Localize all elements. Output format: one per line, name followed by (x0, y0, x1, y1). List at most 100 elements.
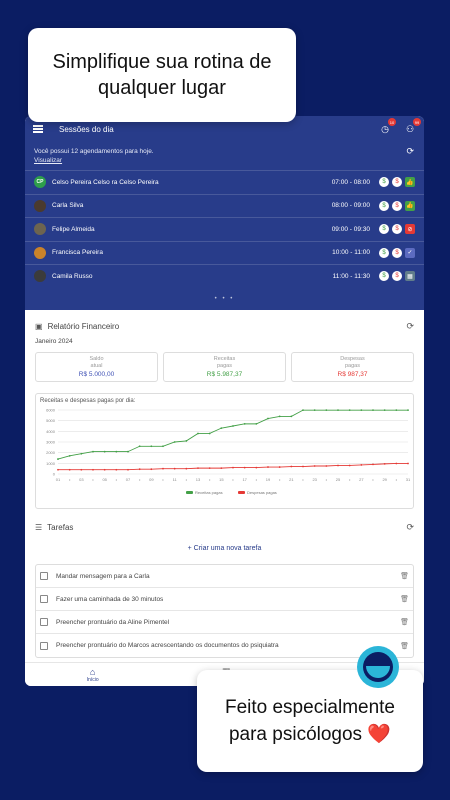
legend-label: Receitas pagas (195, 490, 223, 495)
y-tick-label: 1000 (46, 461, 56, 466)
data-point (302, 465, 304, 468)
y-tick-label: 0 (53, 472, 56, 477)
data-point (348, 464, 351, 467)
finance-header: ▣ Relatório Financeiro ⟳ (25, 318, 424, 334)
y-tick-label: 2000 (46, 450, 56, 455)
thumb-up-icon[interactable]: 👍 (405, 200, 415, 211)
payment-icon[interactable]: $ (392, 224, 402, 235)
money-icon: ▣ (35, 321, 43, 331)
payment-icon[interactable]: $ (392, 200, 402, 211)
x-tick-label: 11 (173, 477, 178, 482)
session-row[interactable]: Felipe Almeida 09:00 - 09:30 $ $ ⊘ (25, 217, 424, 241)
data-point (395, 462, 398, 465)
data-point (138, 445, 141, 448)
appointments-count-text: Você possui 12 agendamentos para hoje. (34, 148, 154, 155)
cancel-icon[interactable]: ⊘ (405, 224, 415, 235)
data-point (267, 466, 269, 468)
trash-icon[interactable]: 🗑 (400, 573, 409, 580)
x-tick-label: 17 (242, 477, 247, 482)
avatar (34, 270, 46, 283)
x-tick-label: 15 (219, 477, 224, 482)
data-point (115, 468, 118, 471)
payment-icon[interactable]: $ (379, 271, 389, 282)
x-tick-label: 13 (196, 477, 201, 482)
data-point (337, 464, 339, 467)
data-point (395, 409, 398, 412)
card-label: Saldo (89, 356, 104, 362)
x-tick-label: 21 (289, 477, 294, 482)
data-point (220, 427, 223, 430)
session-row[interactable]: Francisca Pereira 10:00 - 11:00 $ $ ✓ (25, 240, 424, 265)
x-tick-label: • (139, 477, 141, 482)
session-name: Camila Russo (52, 272, 93, 280)
calendar-icon[interactable]: ▦ (405, 271, 415, 282)
payment-icon[interactable]: $ (392, 271, 402, 282)
menu-icon[interactable] (33, 125, 43, 133)
data-point (80, 452, 83, 455)
task-label: Preencher prontuário da Aline Pimentel (56, 618, 170, 626)
data-point (243, 422, 246, 425)
payment-icon[interactable]: $ (379, 177, 389, 188)
card-sublabel: atual (90, 363, 103, 369)
payment-icon[interactable]: $ (392, 177, 402, 188)
data-point (80, 468, 83, 471)
people-icon[interactable]: ⚇ 99 (405, 118, 421, 134)
task-label: Mandar mensagem para a Carla (56, 572, 150, 580)
session-name: Felipe Almeida (52, 225, 95, 233)
tasks-refresh-icon[interactable]: ⟳ (406, 521, 414, 532)
session-row[interactable]: Camila Russo 11:00 - 11:30 $ $ ▦ (25, 264, 424, 288)
trash-icon[interactable]: 🗑 (400, 619, 409, 626)
task-checkbox[interactable] (40, 595, 48, 603)
task-item: Mandar mensagem para a Carla 🗑 (36, 565, 413, 588)
finance-month: Janeiro 2024 (35, 338, 73, 345)
data-point (220, 467, 223, 470)
create-task-button[interactable]: + Criar uma nova tarefa (187, 545, 262, 552)
session-row[interactable]: CP Celso Pereira Celso ra Celso Pereira 07… (25, 170, 424, 194)
payment-icon[interactable]: $ (379, 200, 389, 211)
task-checkbox[interactable] (40, 641, 48, 650)
legend-label: Despesas pagas (247, 490, 277, 495)
data-point (243, 466, 246, 469)
data-point (325, 409, 328, 412)
avatar (34, 199, 46, 212)
home-icon: ⌂ (89, 666, 96, 677)
data-point (278, 415, 281, 418)
trash-icon[interactable]: 🗑 (400, 596, 409, 603)
x-tick-label: 07 (126, 477, 131, 482)
x-tick-label: 29 (382, 477, 387, 482)
card-sublabel: pagas (217, 363, 232, 369)
payment-icon[interactable]: $ (379, 247, 389, 258)
task-checkbox[interactable] (40, 618, 48, 626)
thumb-up-icon[interactable]: 👍 (405, 177, 415, 188)
card-label: Despesas (340, 356, 365, 362)
refresh-icon[interactable]: ⟳ (406, 146, 414, 156)
clock-badge: 10 (388, 118, 396, 126)
tasks-section: ☰ Tarefas ⟳ + Criar uma nova tarefa Mand… (25, 519, 424, 658)
data-point (57, 468, 59, 471)
session-row[interactable]: Carla Silva 08:00 - 09:00 $ $ 👍 (25, 193, 424, 218)
view-link[interactable]: Visualizar (34, 157, 63, 164)
data-point (313, 409, 316, 412)
data-point (115, 450, 118, 453)
tagline-line-1: Feito especialmente (224, 697, 396, 718)
clock-icon[interactable]: ◷ 10 (381, 118, 396, 134)
page-title: Sessões do dia (59, 124, 114, 134)
x-tick-label: • (279, 477, 281, 482)
pager-dots[interactable]: • • • (214, 296, 235, 302)
x-tick-label: 25 (336, 477, 341, 482)
session-time: 07:00 - 08:00 (331, 178, 370, 186)
data-point (127, 450, 129, 453)
task-checkbox[interactable] (40, 572, 48, 580)
trash-icon[interactable]: 🗑 (400, 642, 409, 650)
top-bar: Sessões do dia ◷ 10 ⚇ 99 (25, 116, 424, 142)
payment-icon[interactable]: $ (379, 224, 389, 235)
data-point (348, 409, 351, 412)
finance-refresh-icon[interactable]: ⟳ (406, 320, 414, 331)
nav-home[interactable]: ⌂ Início (87, 663, 99, 686)
series-line (58, 463, 408, 471)
check-icon[interactable]: ✓ (405, 247, 415, 258)
data-point (325, 465, 328, 467)
checklist-icon: ☰ (35, 522, 43, 532)
payment-icon[interactable]: $ (392, 247, 402, 258)
x-tick-label: • (372, 477, 374, 482)
